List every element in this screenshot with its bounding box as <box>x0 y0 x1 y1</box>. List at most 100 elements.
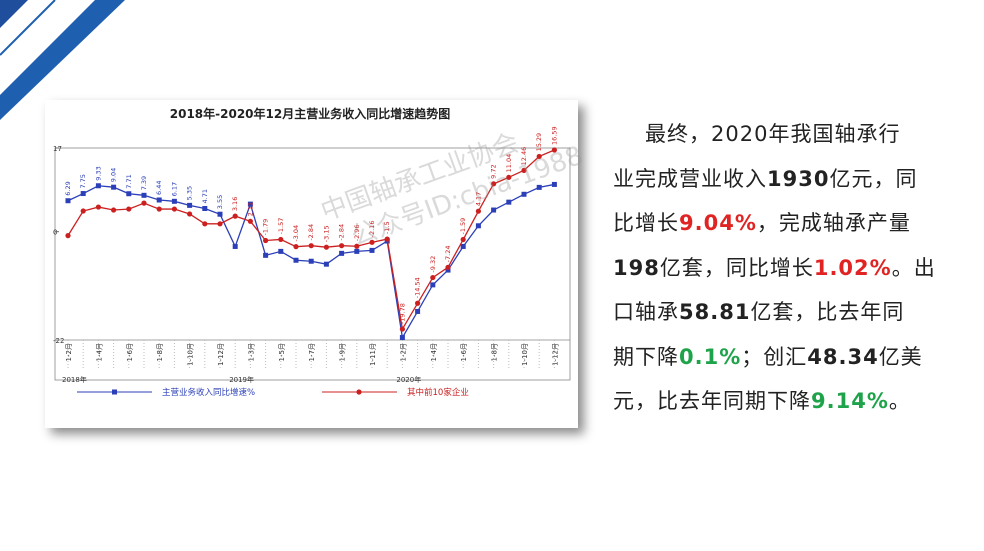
marker <box>232 213 238 219</box>
data-label: -3.04 <box>292 225 300 242</box>
data-label: 9.72 <box>490 164 498 178</box>
data-label: 2.11 <box>246 202 254 216</box>
data-label: -2.84 <box>307 224 315 241</box>
x-tick-label: 1-5月 <box>278 343 286 361</box>
data-label: -1.5 <box>383 221 391 234</box>
marker <box>263 252 269 258</box>
x-tick-label: 1-12月 <box>217 343 225 366</box>
marker <box>263 237 269 244</box>
text: 亿美 <box>878 344 923 369</box>
data-label: 16.59 <box>550 126 558 145</box>
marker <box>171 198 177 204</box>
marker <box>202 221 208 227</box>
marker <box>217 221 223 227</box>
highlight: 58.81 <box>679 300 751 324</box>
marker <box>445 264 451 270</box>
text: 比增长 <box>613 211 679 235</box>
marker <box>293 257 299 263</box>
text: 期下降 <box>613 344 679 369</box>
marker <box>384 236 390 242</box>
marker <box>323 261 329 267</box>
y-tick-label: 0 <box>53 229 57 237</box>
data-label: 4.17 <box>474 192 482 206</box>
data-label: -2.96 <box>353 224 361 241</box>
chart-image: 2018年-2020年12月主营业务收入同比增速趋势图 -22 0 17 1-2月 1-… <box>45 100 578 428</box>
data-label: -1.59 <box>459 218 467 235</box>
highlight: 9.04% <box>679 211 757 235</box>
marker <box>308 243 314 249</box>
highlight: 1.02% <box>813 255 892 280</box>
marker <box>475 208 481 214</box>
text: 。出 <box>891 255 936 280</box>
data-label: -2.84 <box>338 224 346 241</box>
marker <box>171 206 177 212</box>
data-label: -3.15 <box>322 225 330 242</box>
data-label: -14.54 <box>414 277 422 298</box>
marker <box>65 233 71 239</box>
text: 口轴承 <box>613 300 679 324</box>
legend-label: 主营业务收入同比增速% <box>162 387 255 398</box>
marker <box>521 191 527 197</box>
data-label: 15.29 <box>535 133 543 152</box>
x-tick-label: 1-8月 <box>491 343 499 361</box>
marker <box>308 258 314 264</box>
marker <box>156 206 162 212</box>
highlight: 0.1% <box>679 344 742 369</box>
marker <box>354 248 360 254</box>
marker <box>551 181 557 187</box>
data-label: 5.35 <box>186 186 194 200</box>
marker <box>415 308 421 314</box>
marker <box>126 191 132 197</box>
marker <box>247 201 253 207</box>
marker <box>80 191 86 197</box>
marker <box>141 200 147 206</box>
marker <box>491 181 497 187</box>
year-label: 2019年 <box>229 375 254 384</box>
data-label: 7.39 <box>140 176 148 190</box>
legend-marker <box>112 389 117 395</box>
marker <box>369 247 375 253</box>
x-tick-label: 1-7月 <box>308 343 316 361</box>
data-label: 11.04 <box>505 154 513 173</box>
x-tick-label: 1-10月 <box>521 343 529 366</box>
marker <box>536 184 542 190</box>
marker <box>111 184 117 190</box>
text: 亿套，比去年同 <box>750 300 905 324</box>
marker <box>369 239 375 245</box>
data-label: 7.75 <box>79 174 87 188</box>
marker <box>202 206 208 212</box>
x-tick-label: 1-6月 <box>460 343 468 361</box>
plot-frame <box>54 147 571 381</box>
marker <box>126 206 132 212</box>
marker <box>323 244 329 250</box>
data-label: 9.33 <box>94 166 102 180</box>
marker <box>415 300 421 306</box>
text: 业完成营业收入 <box>613 166 767 191</box>
marker <box>293 244 299 250</box>
highlight: 1930 <box>767 166 830 191</box>
marker <box>95 183 101 189</box>
chart-title: 2018年-2020年12月主营业务收入同比增速趋势图 <box>170 106 450 121</box>
marker <box>80 208 86 214</box>
year-label: 2018年 <box>62 375 87 384</box>
text-line: 198亿套，同比增长1.02%。出 <box>613 246 953 291</box>
marker <box>475 223 481 229</box>
highlight: 198 <box>613 255 660 280</box>
marker <box>95 204 101 210</box>
data-label: -19.78 <box>398 303 406 324</box>
marker <box>430 282 436 288</box>
x-tick-label: 1-12月 <box>551 343 559 366</box>
x-tick-label: 1-10月 <box>187 343 195 366</box>
paragraph: 最终，2020年我国轴承行 业完成营业收入1930亿元，同 比增长9.04%，完成轴… <box>613 112 953 424</box>
y-tick-label: -22 <box>53 337 64 345</box>
marker <box>141 192 147 198</box>
marker <box>187 202 193 208</box>
data-label: -1.57 <box>277 218 285 235</box>
data-label: 6.44 <box>155 181 163 195</box>
marker <box>339 250 345 256</box>
text: 最终，2020年我国轴承行 <box>645 122 901 146</box>
year-label: 2020年 <box>396 375 421 384</box>
marker <box>354 243 360 249</box>
data-label: 3.16 <box>231 197 239 211</box>
